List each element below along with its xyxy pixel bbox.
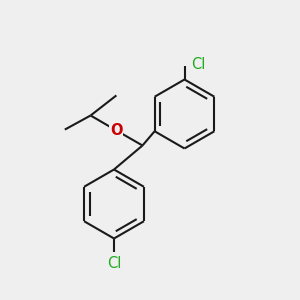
- Text: Cl: Cl: [191, 57, 206, 72]
- Text: O: O: [110, 123, 123, 138]
- Text: Cl: Cl: [107, 256, 121, 271]
